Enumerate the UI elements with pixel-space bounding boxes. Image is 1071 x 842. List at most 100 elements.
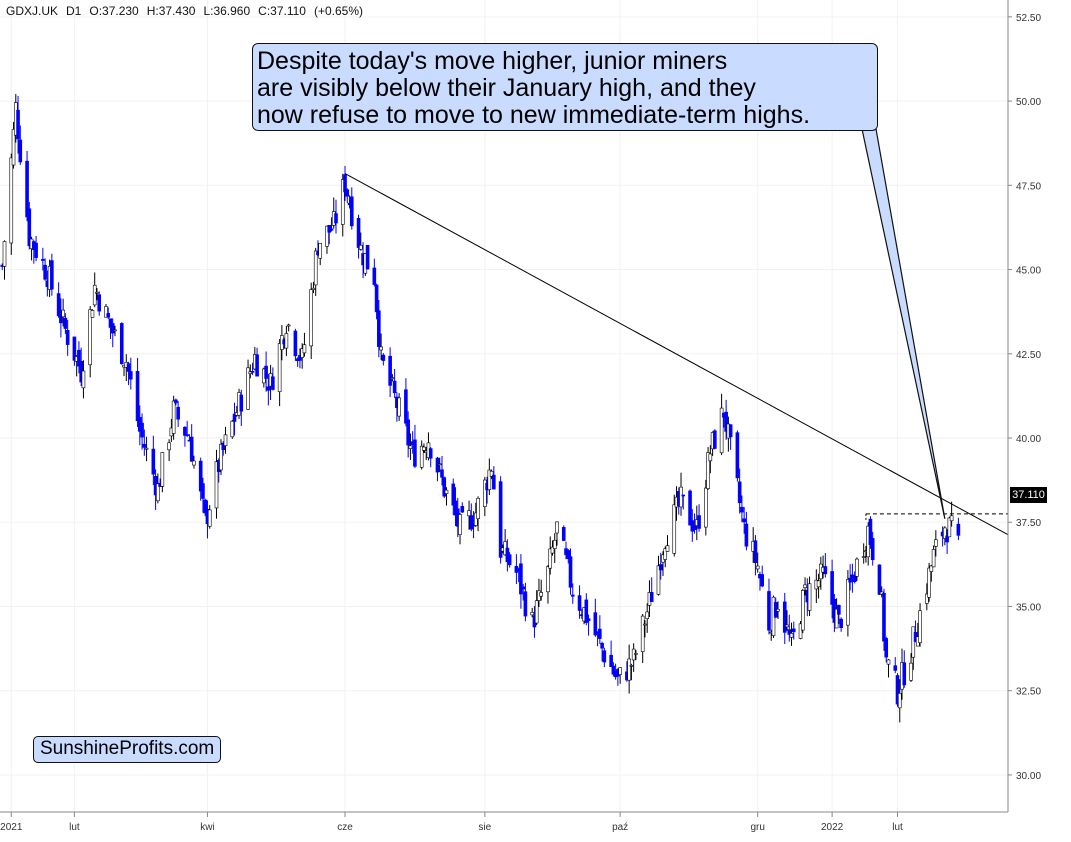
candle-body [374, 284, 379, 313]
candle-body [947, 517, 952, 538]
candle-body [428, 448, 433, 459]
x-tick-label: 2022 [821, 822, 844, 833]
candle-body [760, 574, 765, 587]
candle-body [203, 499, 208, 514]
candle-body [884, 638, 889, 658]
candle-body [943, 527, 947, 539]
candle-body [88, 309, 93, 366]
candle-body [776, 608, 780, 612]
candle-body [388, 355, 392, 386]
candle-body [293, 330, 298, 357]
candle-body [837, 604, 841, 615]
candle-body [255, 354, 259, 377]
candle-body [119, 323, 124, 365]
candle-body [658, 564, 663, 571]
candle-body [640, 615, 645, 652]
candle-body [492, 474, 496, 490]
candle-body [92, 284, 97, 306]
candle-body [704, 487, 708, 528]
candle-body [618, 667, 622, 675]
candle-body [128, 371, 133, 380]
candle-body [755, 565, 760, 570]
candle-body [408, 445, 413, 449]
candle-body [356, 218, 361, 248]
candle-body [498, 481, 503, 558]
candle-body [600, 642, 604, 649]
candle-body [151, 448, 156, 475]
candle-body [298, 355, 302, 361]
candle-body [598, 628, 602, 639]
candle-body [219, 443, 223, 471]
candle-body [453, 500, 458, 516]
candle-body [372, 267, 377, 285]
candle-body [846, 579, 850, 626]
candle-body [584, 599, 589, 623]
candle-body [392, 380, 397, 394]
candle-body [753, 540, 758, 564]
candle-body [848, 577, 852, 583]
candle-body [63, 317, 68, 329]
candle-body [476, 498, 480, 520]
callout-line-1: Despite today's move higher, junior mine… [257, 47, 728, 75]
candle-body [313, 250, 318, 286]
x-tick-label: kwi [200, 822, 214, 833]
candle-body [167, 442, 171, 451]
trendline [344, 173, 1009, 536]
candle-body [110, 323, 115, 334]
candle-body [816, 580, 821, 588]
candle-body [302, 344, 307, 354]
candle-body [207, 509, 212, 527]
candle-body [264, 365, 268, 379]
candle-body [309, 289, 313, 347]
candle-body [602, 650, 607, 663]
candle-body [72, 336, 77, 361]
candle-body [534, 600, 539, 624]
candle-body [223, 434, 228, 446]
candle-body [230, 420, 235, 438]
candle-body [81, 370, 86, 389]
candle-body [345, 189, 350, 197]
candle-body [902, 662, 907, 686]
candle-body [467, 510, 471, 517]
candle-body [413, 439, 417, 467]
candle-body [895, 675, 900, 705]
candle-body [679, 486, 683, 508]
candle-body [95, 292, 99, 294]
candle-body [737, 481, 742, 504]
y-tick-label: 47.50 [1016, 181, 1041, 192]
candle-body [530, 612, 534, 616]
symbol-name: GDXJ.UK [6, 4, 59, 18]
candle-body [266, 386, 271, 391]
candle-body [144, 447, 149, 450]
candle-body [404, 389, 408, 424]
y-tick-label: 42.50 [1016, 350, 1041, 361]
candle-body [629, 665, 634, 667]
x-tick-label: cze [337, 822, 353, 833]
candle-body [823, 566, 828, 575]
candle-body [90, 310, 95, 318]
y-tick-label: 32.50 [1016, 687, 1041, 698]
candle-body [566, 550, 571, 559]
candle-body [359, 244, 363, 250]
candle-body [609, 654, 613, 668]
candle-body [489, 470, 494, 477]
candle-body [43, 264, 47, 280]
candle-body [9, 157, 14, 244]
candle-body [469, 515, 474, 530]
chart-overlays [344, 128, 1009, 536]
candle-body [419, 445, 424, 468]
candle-body [803, 584, 807, 588]
candle-body [277, 343, 282, 393]
candle-body [185, 434, 189, 436]
candle-body [97, 294, 102, 312]
candle-body [568, 556, 573, 588]
candle-body [232, 413, 237, 422]
candle-body [365, 244, 370, 270]
candle-body [555, 521, 559, 534]
candle-body [140, 422, 144, 438]
candle-body [744, 523, 749, 547]
candle-body [397, 397, 401, 417]
candle-body [104, 306, 108, 318]
close-value: C:37.110 [258, 4, 306, 18]
candle-body [945, 535, 949, 543]
